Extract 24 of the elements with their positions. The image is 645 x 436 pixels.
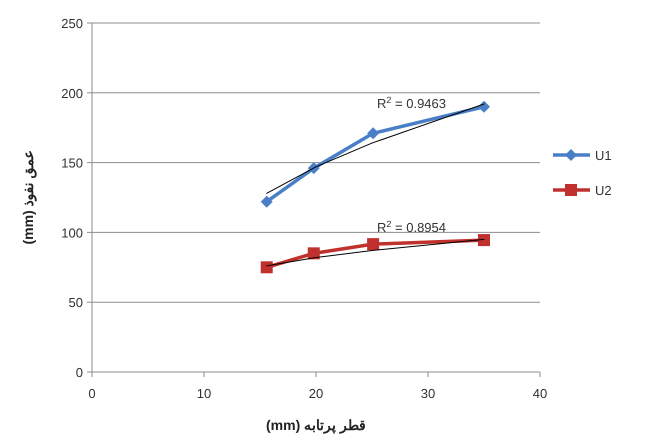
y-tick-label: 0 [76, 365, 83, 380]
y-tick-label: 100 [61, 225, 83, 240]
y-tick-label: 200 [61, 86, 83, 101]
x-tick-label: 20 [308, 386, 324, 401]
annotation: R$^{2}$ = 0.9463 [377, 95, 446, 111]
legend-label: U2 [595, 183, 612, 198]
point [478, 100, 490, 113]
y-tick-label: 250 [61, 16, 83, 31]
point [260, 196, 273, 208]
x-tick-label: 40 [532, 386, 548, 401]
y-tick-label: 150 [61, 156, 83, 171]
point [367, 238, 380, 250]
point [367, 127, 380, 140]
annotation: R$^{2}$ = 0.8954 [377, 219, 446, 235]
point [308, 247, 320, 260]
x-tick-label: 10 [196, 386, 212, 401]
point [260, 261, 273, 274]
y-tick-label: 50 [68, 295, 83, 310]
y-axis-title: عمق نفوذ (mm) [20, 150, 37, 245]
point [478, 234, 490, 246]
x-tick-label: 30 [420, 386, 436, 401]
x-axis-title: قطر پرتابه (mm) [266, 417, 366, 434]
x-tick-label: 0 [88, 386, 96, 401]
legend-label: U1 [595, 148, 612, 163]
